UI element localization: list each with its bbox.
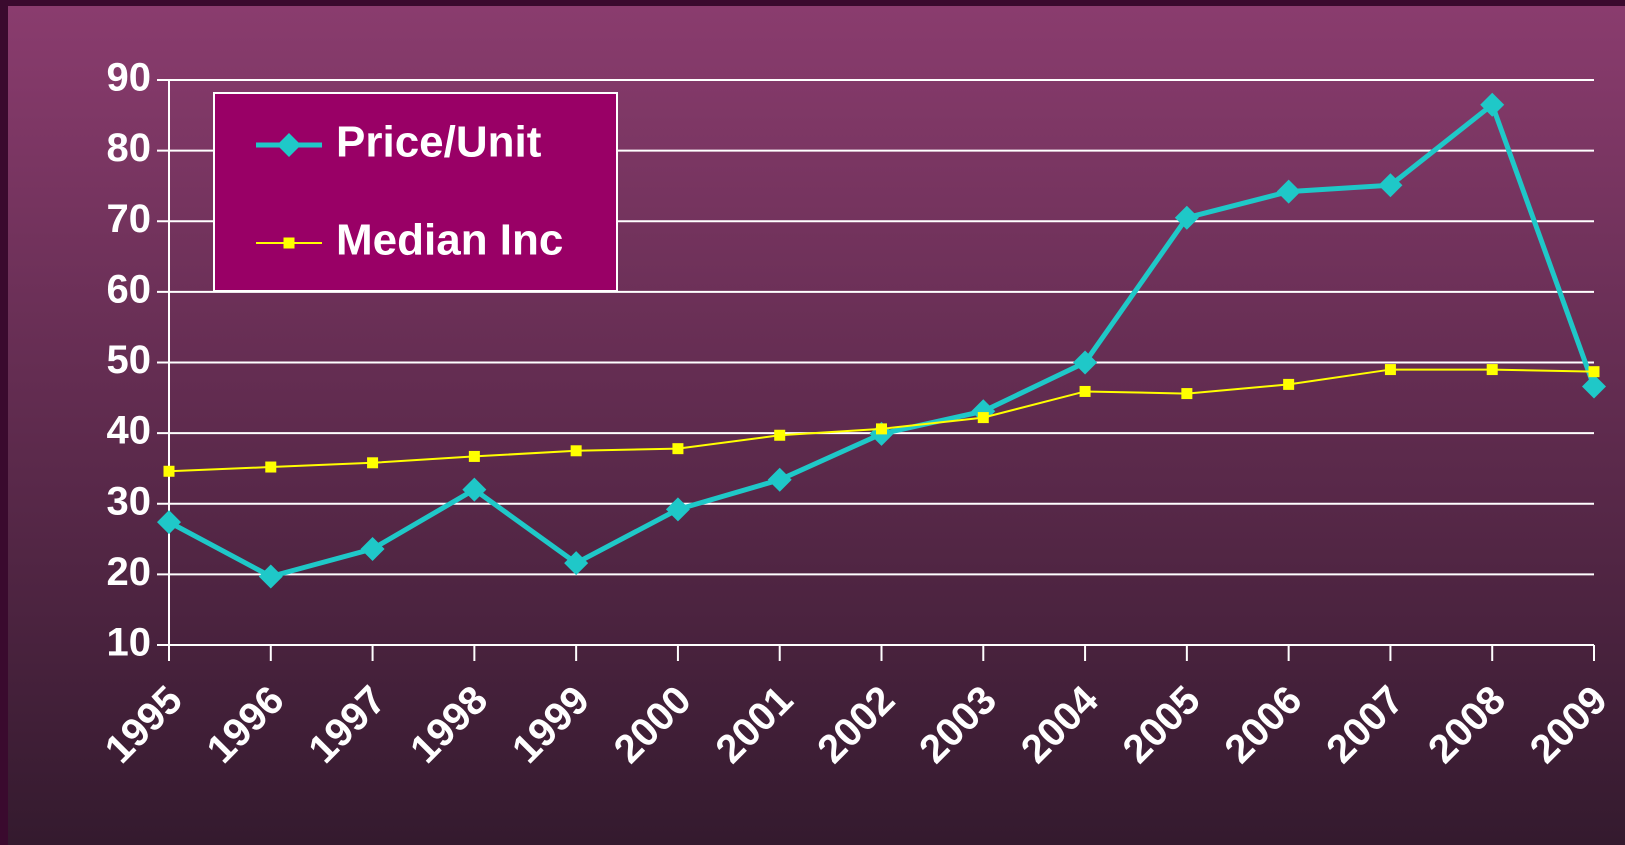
data-point (876, 423, 887, 435)
data-point (1588, 366, 1600, 378)
data-point (265, 461, 277, 473)
data-point (672, 443, 684, 455)
legend-box (213, 92, 618, 292)
y-tick-label: 10 (107, 621, 152, 665)
data-point (163, 465, 175, 477)
legend-marker (283, 237, 295, 249)
data-point (462, 477, 487, 502)
data-point (570, 445, 582, 457)
y-tick-label: 20 (107, 550, 152, 594)
legend-label: Median Inc (336, 216, 563, 265)
y-tick-label: 80 (107, 126, 152, 170)
y-tick-label: 90 (107, 56, 152, 100)
data-point (1378, 173, 1403, 198)
data-point (367, 457, 379, 469)
data-point (157, 510, 181, 535)
data-point (1073, 350, 1098, 375)
legend-marker (277, 133, 301, 157)
y-tick-label: 30 (107, 479, 152, 523)
data-point (767, 467, 792, 492)
data-point (1480, 92, 1505, 117)
y-tick-label: 40 (107, 409, 152, 453)
data-point (1384, 364, 1396, 376)
data-point (1181, 388, 1193, 400)
data-point (468, 450, 480, 462)
data-point (971, 399, 996, 424)
data-point (258, 564, 283, 589)
data-point (665, 497, 690, 522)
data-point (1582, 374, 1606, 399)
data-point (360, 536, 385, 561)
data-point (1486, 364, 1498, 376)
data-point (977, 412, 989, 424)
data-point (1283, 378, 1295, 390)
data-point (774, 429, 786, 441)
data-point (1276, 179, 1301, 204)
data-point (1079, 385, 1091, 397)
data-point (1174, 205, 1199, 230)
y-tick-label: 70 (107, 197, 152, 241)
y-tick-label: 50 (107, 338, 152, 382)
legend-label: Price/Unit (336, 118, 542, 167)
data-point (564, 551, 589, 576)
y-tick-label: 60 (107, 267, 152, 311)
